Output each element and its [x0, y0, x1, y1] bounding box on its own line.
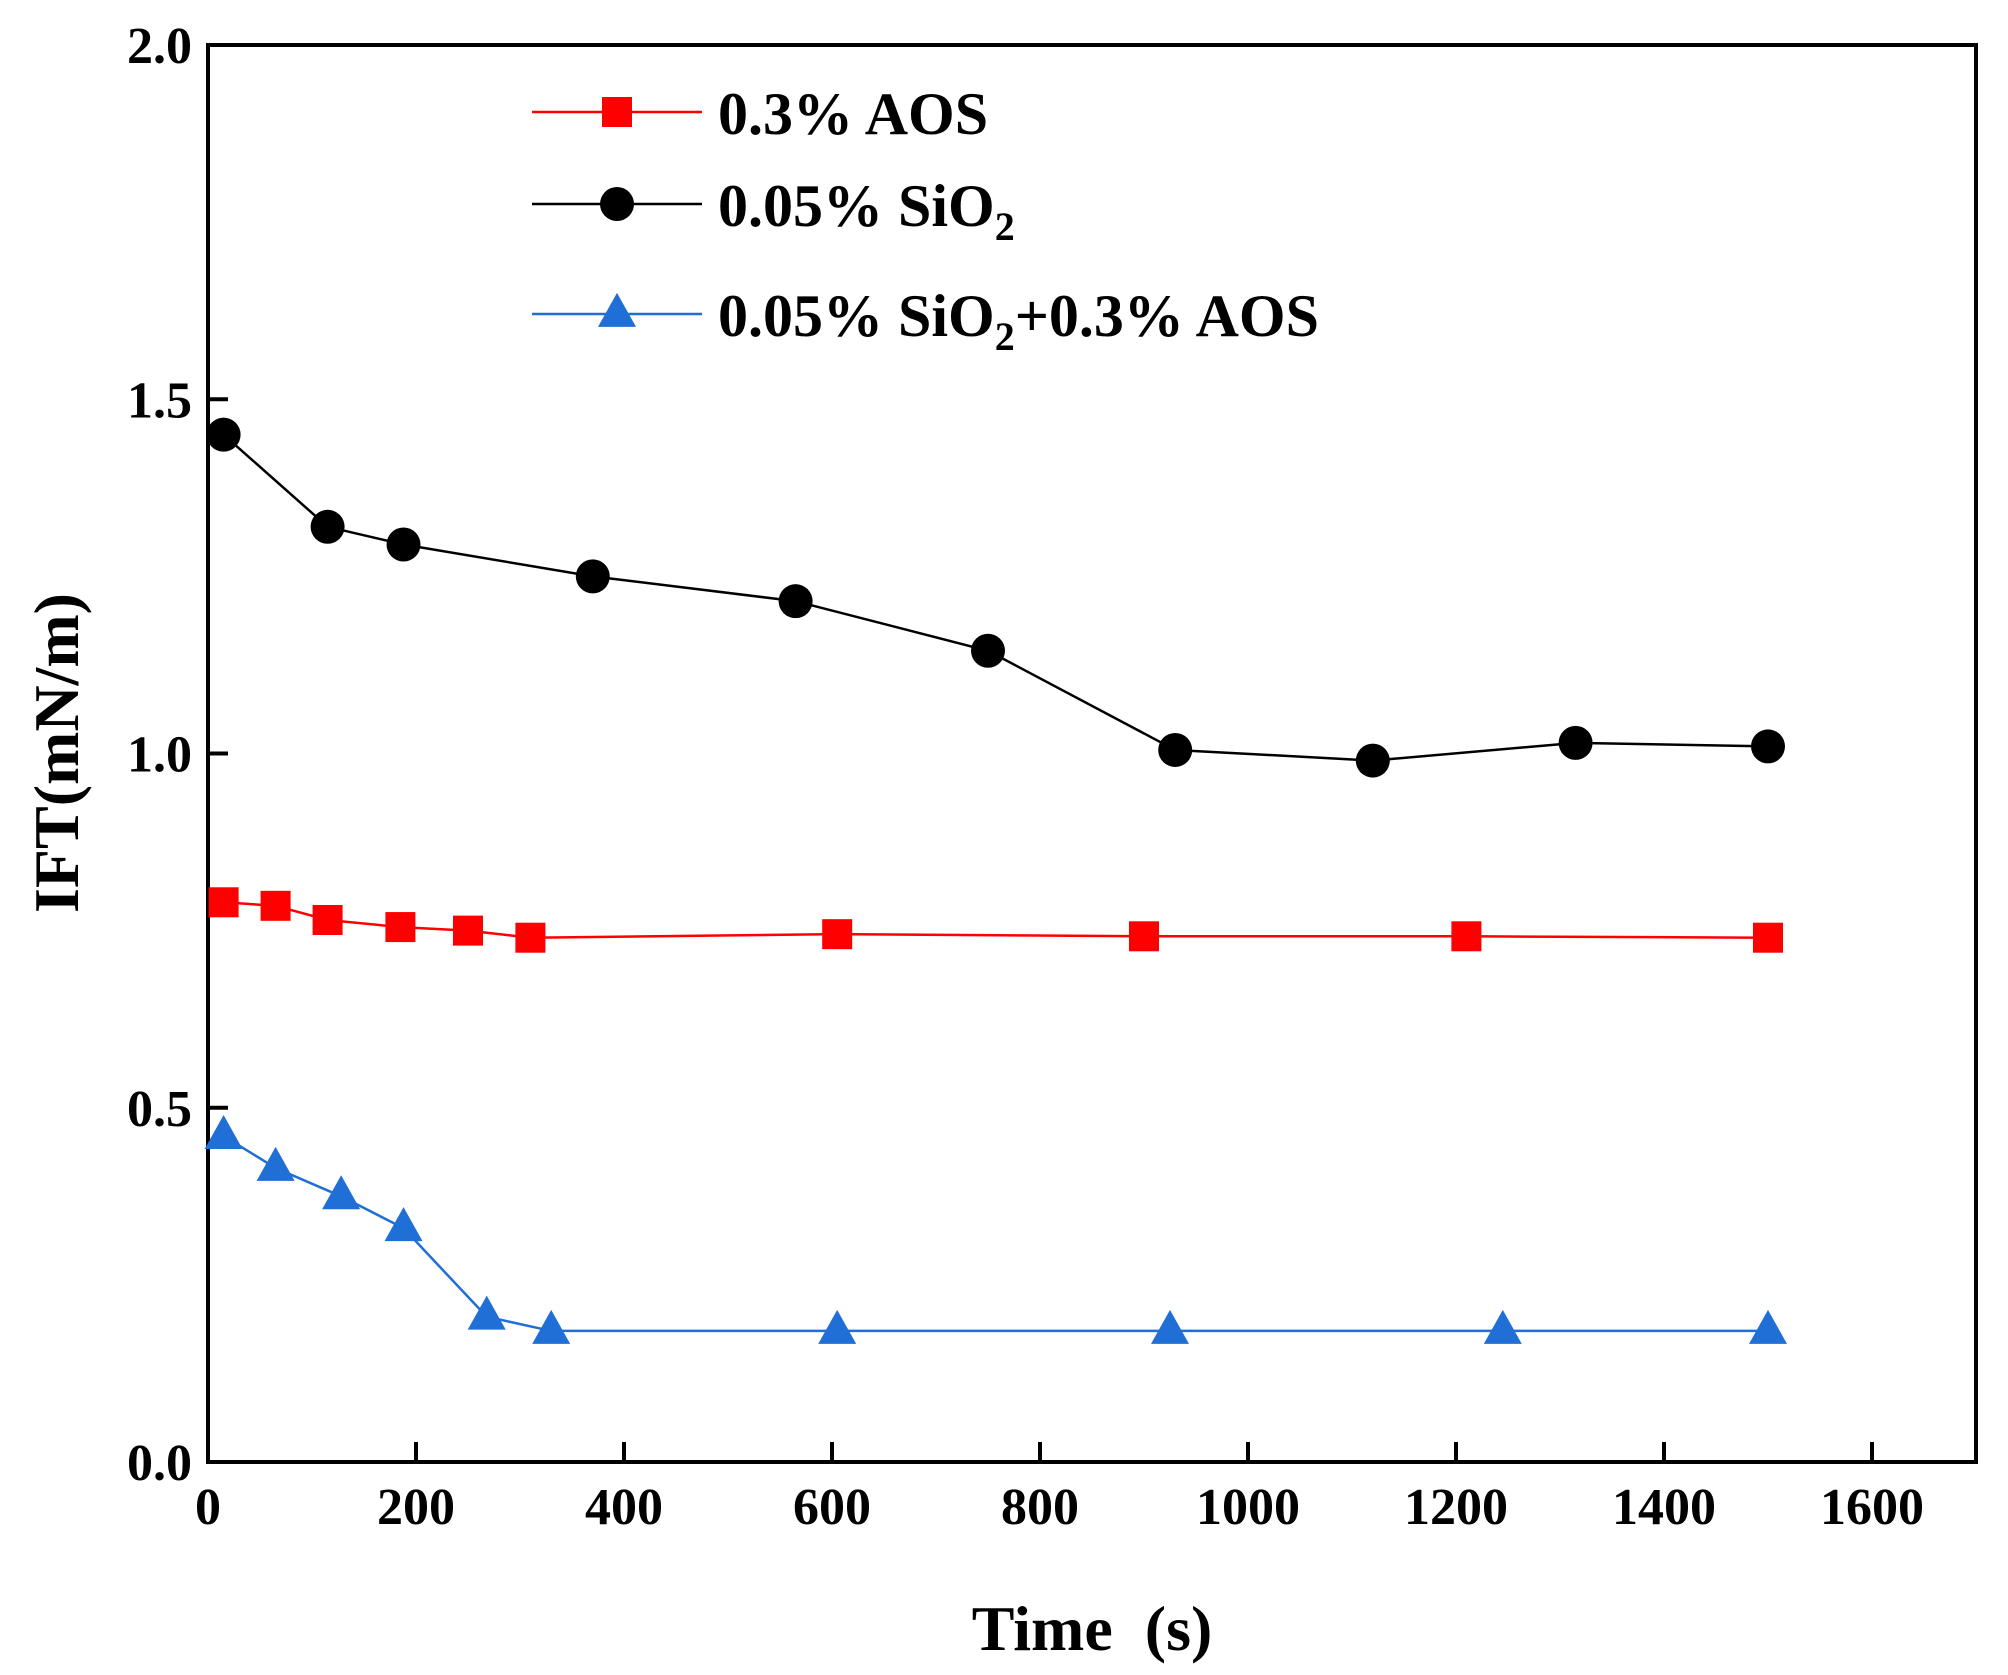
data-point-triangle	[204, 1115, 243, 1150]
data-point-triangle	[467, 1295, 506, 1330]
legend-text-part: 0.05% SiO	[718, 283, 995, 349]
data-point-circle	[386, 527, 421, 562]
data-point-triangle	[1749, 1309, 1787, 1344]
series-line-1	[223, 901, 1769, 939]
legend-marker-square	[602, 97, 632, 127]
data-point-triangle	[384, 1207, 423, 1242]
data-point-circle	[206, 417, 241, 452]
data-point-triangle	[256, 1146, 295, 1181]
data-point-square	[1753, 922, 1783, 953]
data-point-triangle	[1483, 1309, 1522, 1344]
x-tick-label: 800	[1001, 1479, 1079, 1536]
data-point-square	[385, 912, 416, 943]
x-tick-label: 400	[585, 1479, 663, 1536]
y-tick-label: 1.5	[127, 372, 192, 429]
legend-marker-circle	[600, 187, 634, 221]
data-point-triangle	[1151, 1309, 1189, 1344]
data-point-triangle	[532, 1309, 571, 1344]
legend-subscript: 2	[995, 204, 1015, 249]
legend-label-3: 0.05% SiO2+0.3% AOS	[718, 283, 1319, 359]
data-point-square	[1129, 921, 1159, 952]
series-markers	[204, 417, 1787, 1344]
data-point-triangle	[818, 1309, 857, 1344]
x-tick-label: 1000	[1196, 1479, 1300, 1536]
data-point-square	[822, 919, 853, 950]
x-tick-label: 600	[793, 1479, 871, 1536]
data-point-square	[208, 887, 239, 918]
data-point-triangle	[322, 1175, 361, 1210]
series-lines	[222, 433, 1769, 1333]
x-axis-title: Time (s)	[972, 1593, 1213, 1664]
x-tick-label: 1400	[1612, 1479, 1716, 1536]
data-point-square	[260, 890, 291, 921]
data-point-square	[312, 904, 343, 935]
x-tick-label: 1600	[1820, 1479, 1924, 1536]
legend-text-part: +0.3% AOS	[1015, 283, 1319, 349]
y-tick-label: 1.0	[127, 727, 192, 784]
data-point-circle	[778, 584, 813, 619]
legend-label-1: 0.3% AOS	[718, 81, 988, 147]
y-tick-label: 2.0	[127, 18, 192, 75]
data-point-circle	[575, 559, 610, 594]
x-tick-label: 200	[377, 1479, 455, 1536]
data-point-circle	[1558, 725, 1593, 760]
data-point-circle	[971, 633, 1005, 668]
data-point-square	[1451, 921, 1482, 952]
data-point-square	[515, 922, 546, 953]
legend-text-part: 0.05% SiO	[718, 173, 995, 239]
data-point-circle	[1355, 743, 1390, 778]
y-axis-title: IFT(mN/m)	[21, 593, 92, 913]
legend-label-2: 0.05% SiO2	[718, 173, 1015, 249]
series-line-2	[222, 433, 1769, 762]
y-tick-label: 0.0	[127, 1435, 192, 1492]
x-tick-label: 0	[195, 1479, 221, 1536]
legend-text-part: 0.3% AOS	[718, 81, 988, 147]
series-line-3	[222, 1135, 1768, 1333]
data-point-square	[453, 915, 483, 946]
data-point-circle	[1158, 732, 1193, 767]
x-tick-label: 1200	[1404, 1479, 1508, 1536]
data-point-circle	[1751, 729, 1785, 764]
plot-area-frame	[206, 43, 1978, 1464]
axis-ticks: 0 200 400 600 800 1000 1200 1400 1600 0.0 0.5 1.0 1.…	[127, 18, 1924, 1536]
data-point-circle	[310, 509, 345, 544]
legend-subscript: 2	[995, 314, 1015, 359]
legend-marker-triangle	[598, 292, 636, 327]
y-tick-label: 0.5	[127, 1081, 192, 1138]
